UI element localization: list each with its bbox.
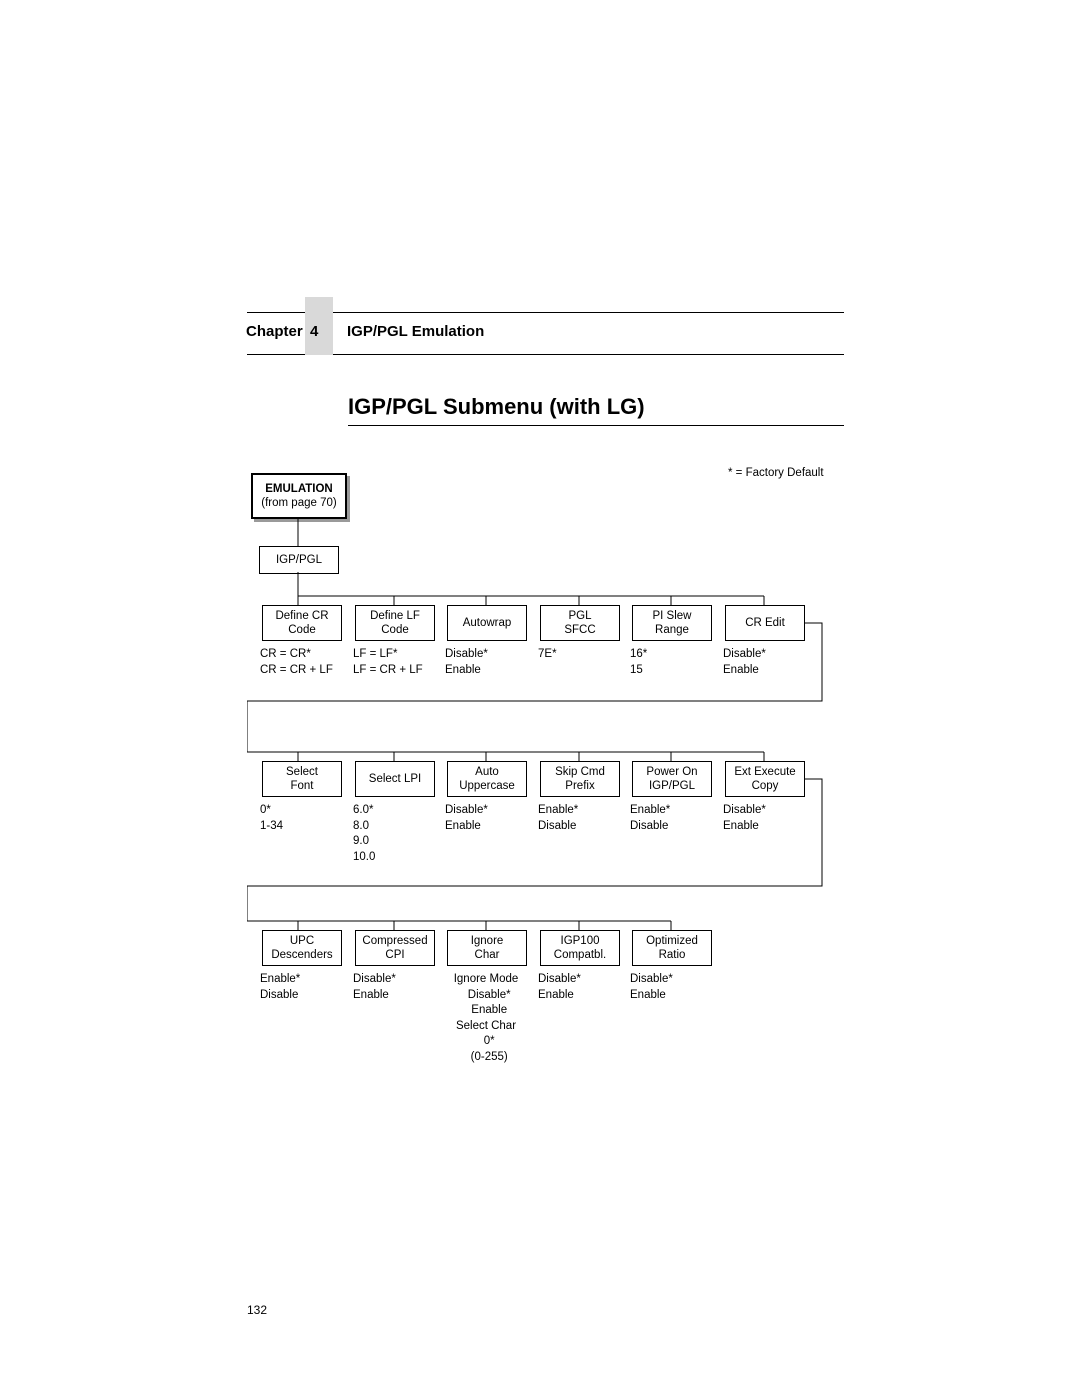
row3-upc-descenders-options: Enable* Disable: [260, 972, 300, 1003]
root-label-line2: (from page 70): [253, 496, 345, 510]
root-emulation-box: EMULATION (from page 70): [251, 473, 347, 519]
row3-compressed-cpi-box: CompressedCPI: [355, 930, 435, 966]
row2-ext-execute-copy-box: Ext ExecuteCopy: [725, 761, 805, 797]
row2-auto-uppercase-options: Disable* Enable: [445, 803, 488, 834]
row3-optimized-ratio-box: OptimizedRatio: [632, 930, 712, 966]
row2-select-font-options: 0* 1-34: [260, 803, 283, 834]
igp-pgl-label: IGP/PGL: [276, 554, 322, 566]
row2-select-lpi-box: Select LPI: [355, 761, 435, 797]
row3-optimized-ratio-options: Disable* Enable: [630, 972, 673, 1003]
row2-select-lpi-label: Select LPI: [356, 772, 434, 786]
row1-pi-slew-range-label: PI SlewRange: [633, 609, 711, 638]
row1-pgl-sfcc-label: PGLSFCC: [541, 609, 619, 638]
row3-igp100-compatbl-options: Disable* Enable: [538, 972, 581, 1003]
row1-cr-edit-box: CR Edit: [725, 605, 805, 641]
row2-power-on-igp-pgl-box: Power OnIGP/PGL: [632, 761, 712, 797]
row1-autowrap-box: Autowrap: [447, 605, 527, 641]
row1-define-cr-code-box: Define CRCode: [262, 605, 342, 641]
row1-pi-slew-range-options: 16* 15: [630, 647, 647, 678]
row3-upc-descenders-label: UPCDescenders: [263, 934, 341, 963]
menu-tree-diagram: EMULATION (from page 70) IGP/PGL: [247, 467, 847, 1137]
row3-ignore-char-box: IgnoreChar: [447, 930, 527, 966]
row1-pgl-sfcc-box: PGLSFCC: [540, 605, 620, 641]
row1-pi-slew-range-box: PI SlewRange: [632, 605, 712, 641]
row2-select-font-label: SelectFont: [263, 765, 341, 794]
page-title: IGP/PGL Submenu (with LG): [348, 394, 645, 420]
row2-skip-cmd-prefix-box: Skip CmdPrefix: [540, 761, 620, 797]
row2-skip-cmd-prefix-options: Enable* Disable: [538, 803, 578, 834]
row1-define-lf-code-box: Define LFCode: [355, 605, 435, 641]
chapter-header-band: Chapter 4 IGP/PGL Emulation: [247, 312, 844, 355]
row3-ignore-char-label: IgnoreChar: [448, 934, 526, 963]
row3-compressed-cpi-options: Disable* Enable: [353, 972, 396, 1003]
row1-define-cr-code-label: Define CRCode: [263, 609, 341, 638]
row2-ext-execute-copy-options: Disable* Enable: [723, 803, 766, 834]
row3-upc-descenders-box: UPCDescenders: [262, 930, 342, 966]
row1-define-lf-code-label: Define LFCode: [356, 609, 434, 638]
row3-igp100-compatbl-box: IGP100Compatbl.: [540, 930, 620, 966]
chapter-number: 4: [310, 323, 318, 340]
row3-ignore-char-options: Ignore Mode Disable* Enable Select Char …: [447, 972, 525, 1065]
section-title: IGP/PGL Emulation: [347, 323, 484, 340]
page: Chapter 4 IGP/PGL Emulation IGP/PGL Subm…: [0, 0, 1080, 1397]
row2-ext-execute-copy-label: Ext ExecuteCopy: [726, 765, 804, 794]
row3-optimized-ratio-label: OptimizedRatio: [633, 934, 711, 963]
row1-define-cr-code-options: CR = CR* CR = CR + LF: [260, 647, 333, 678]
igp-pgl-box: IGP/PGL: [259, 546, 339, 574]
row2-auto-uppercase-box: AutoUppercase: [447, 761, 527, 797]
row1-pgl-sfcc-options: 7E*: [538, 647, 557, 663]
row2-auto-uppercase-label: AutoUppercase: [448, 765, 526, 794]
row1-cr-edit-options: Disable* Enable: [723, 647, 766, 678]
title-rule: [348, 425, 844, 426]
row1-cr-edit-label: CR Edit: [726, 616, 804, 630]
row1-autowrap-label: Autowrap: [448, 616, 526, 630]
row2-power-on-igp-pgl-label: Power OnIGP/PGL: [633, 765, 711, 794]
chapter-label: Chapter: [246, 323, 303, 340]
row2-select-font-box: SelectFont: [262, 761, 342, 797]
row3-igp100-compatbl-label: IGP100Compatbl.: [541, 934, 619, 963]
row2-power-on-igp-pgl-options: Enable* Disable: [630, 803, 670, 834]
row1-autowrap-options: Disable* Enable: [445, 647, 488, 678]
row1-define-lf-code-options: LF = LF* LF = CR + LF: [353, 647, 423, 678]
page-number: 132: [247, 1303, 267, 1317]
row2-skip-cmd-prefix-label: Skip CmdPrefix: [541, 765, 619, 794]
row3-compressed-cpi-label: CompressedCPI: [356, 934, 434, 963]
row2-select-lpi-options: 6.0* 8.0 9.0 10.0: [353, 803, 375, 865]
root-label-line1: EMULATION: [253, 482, 345, 496]
